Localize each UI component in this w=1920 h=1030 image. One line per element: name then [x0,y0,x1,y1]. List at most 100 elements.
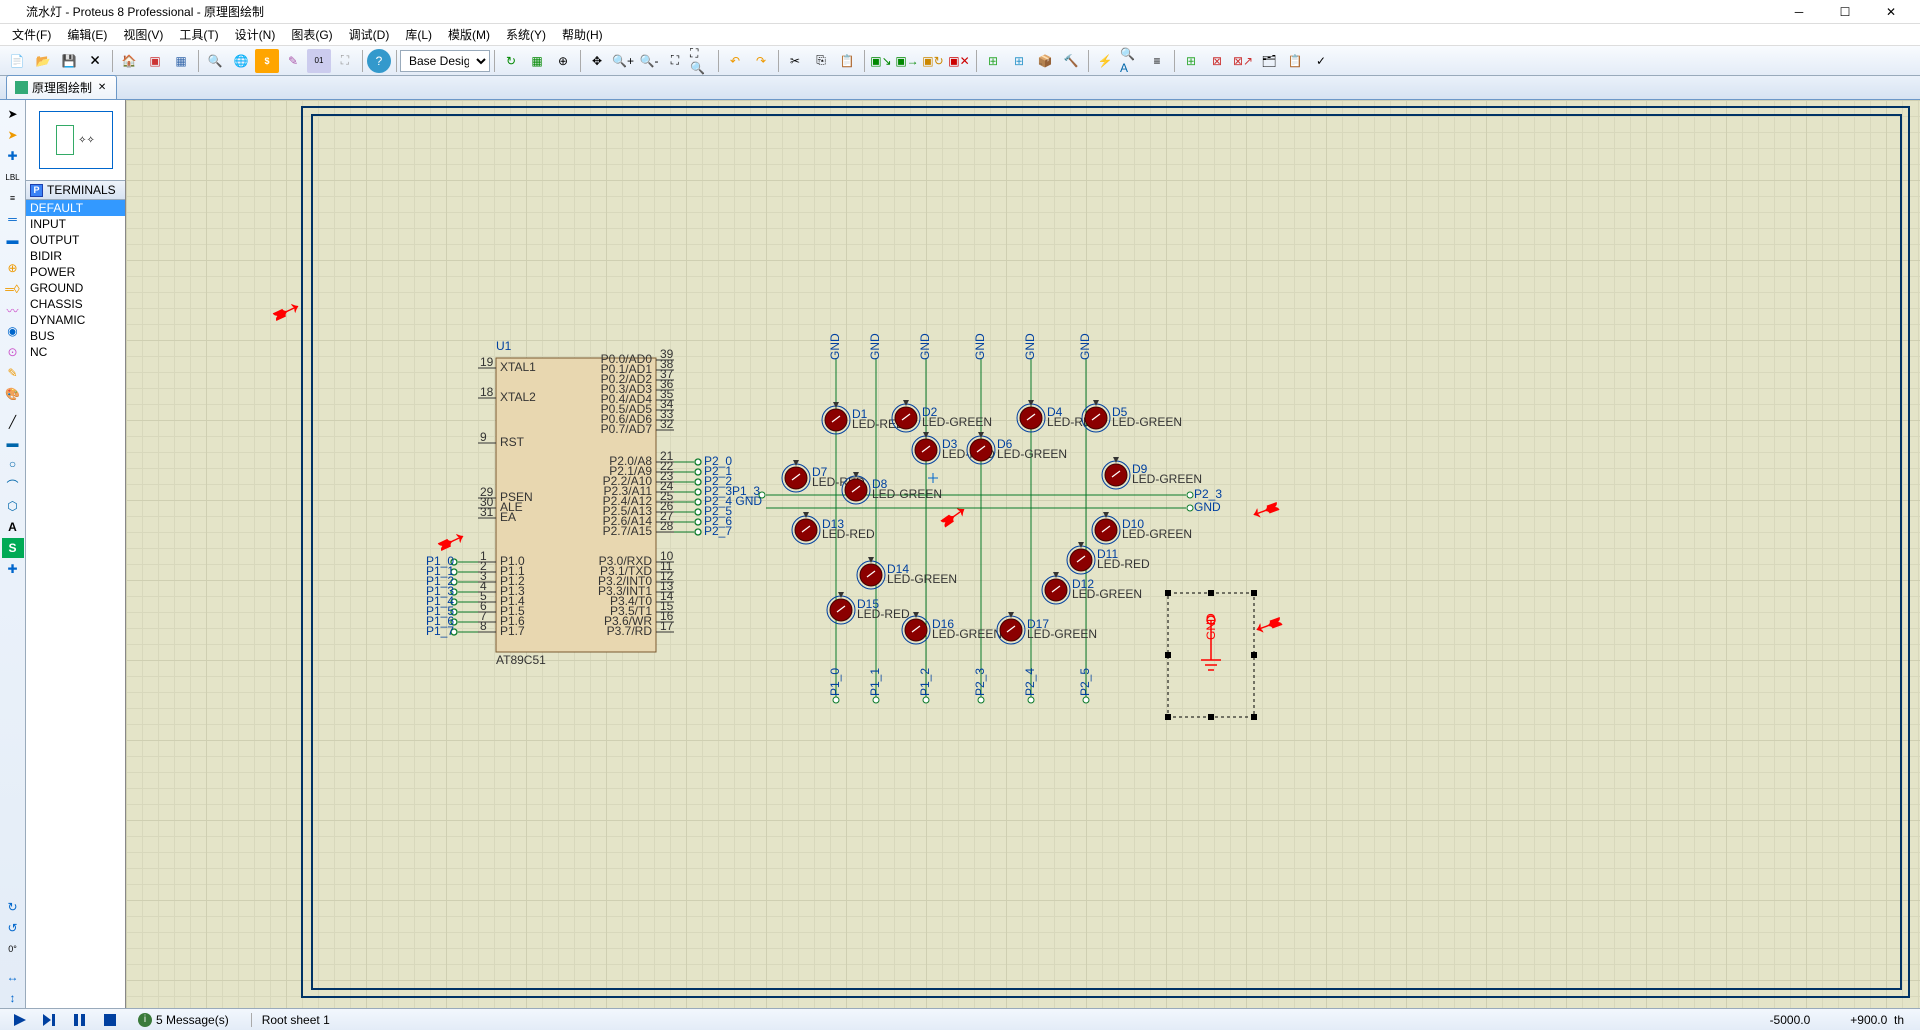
vt-graph[interactable]: 〰 [2,300,24,320]
vt-angle[interactable]: 0° [2,939,24,959]
tb-make[interactable]: ⊞ [1007,49,1031,73]
tb-srccode[interactable]: ✎ [281,49,305,73]
tb-erc[interactable]: ✓ [1309,49,1333,73]
tb-refresh[interactable]: ↻ [499,49,523,73]
tb-copy[interactable]: ⎘ [809,49,833,73]
vt-selection[interactable]: ➤ [2,104,24,124]
menu-file[interactable]: 文件(F) [4,24,59,45]
menu-edit[interactable]: 编辑(E) [59,24,115,45]
menu-debug[interactable]: 调试(D) [341,24,398,45]
term-dynamic[interactable]: DYNAMIC [26,312,125,328]
menu-tools[interactable]: 工具(T) [171,24,226,45]
term-bus[interactable]: BUS [26,328,125,344]
tb-blockdelete[interactable]: ▣✕ [947,49,971,73]
window-close-button[interactable]: ✕ [1868,0,1914,24]
term-chassis[interactable]: CHASSIS [26,296,125,312]
terminals-list[interactable]: DEFAULT INPUT OUTPUT BIDIR POWER GROUND … [26,200,125,1008]
term-output[interactable]: OUTPUT [26,232,125,248]
tb-globe[interactable]: 🌐 [229,49,253,73]
vt-generator[interactable]: ⊙ [2,342,24,362]
term-ground[interactable]: GROUND [26,280,125,296]
menu-graph[interactable]: 图表(G) [283,24,340,45]
vt-rot-ccw[interactable]: ↺ [2,918,24,938]
tb-cut[interactable]: ✂ [783,49,807,73]
tb-zoomout[interactable]: 🔍- [637,49,661,73]
tb-blockmove[interactable]: ▣→ [895,49,919,73]
menu-system[interactable]: 系统(Y) [498,24,554,45]
window-minimize-button[interactable]: ─ [1776,0,1822,24]
overview-thumbnail[interactable]: ✧✧ [26,100,125,180]
sim-step-button[interactable] [36,1011,64,1029]
menu-view[interactable]: 视图(V) [115,24,171,45]
sim-pause-button[interactable] [66,1011,94,1029]
tb-zoomin[interactable]: 🔍+ [611,49,635,73]
tb-schematic[interactable]: ▣ [143,49,167,73]
tb-package[interactable]: 📦 [1033,49,1057,73]
tb-findtag[interactable]: 🔍A [1119,49,1143,73]
tb-close[interactable]: 🗙 [83,49,107,73]
tab-schematic[interactable]: 原理图绘制 ✕ [6,75,117,99]
menu-library[interactable]: 库(L) [397,24,440,45]
vt-rot-cw[interactable]: ↻ [2,897,24,917]
design-variant-select[interactable]: Base Design [400,50,490,72]
vt-2dcircle[interactable]: ○ [2,454,24,474]
vt-component[interactable]: ➤ [2,125,24,145]
tb-grid[interactable]: ▦ [525,49,549,73]
tb-save[interactable]: 💾 [57,49,81,73]
term-power[interactable]: POWER [26,264,125,280]
vt-2dline[interactable]: ╱ [2,412,24,432]
tb-redo[interactable]: ↷ [749,49,773,73]
tb-chart[interactable]: 01 [307,49,331,73]
term-default[interactable]: DEFAULT [26,200,125,216]
vt-2darc[interactable]: ⌒ [2,475,24,495]
tb-new[interactable]: 📄 [5,49,29,73]
tb-pan[interactable]: ✥ [585,49,609,73]
vt-flip-h[interactable]: ↔ [2,967,24,987]
vt-textscript[interactable]: ≡ [2,188,24,208]
message-indicator[interactable]: i 5 Message(s) [138,1013,229,1027]
menu-template[interactable]: 模版(M) [440,24,498,45]
window-maximize-button[interactable]: ☐ [1822,0,1868,24]
tb-newsheet[interactable]: ⊞ [1179,49,1203,73]
vt-marker[interactable]: ✚ [2,559,24,579]
vt-2dtext[interactable]: A [2,517,24,537]
tb-bom[interactable]: $ [255,49,279,73]
tb-help[interactable]: ? [367,49,391,73]
vt-junction[interactable]: ✚ [2,146,24,166]
tb-pcb[interactable]: ▦ [169,49,193,73]
tb-origin[interactable]: ⊕ [551,49,575,73]
tb-paste[interactable]: 📋 [835,49,859,73]
tb-blockrotate[interactable]: ▣↻ [921,49,945,73]
tb-designexp[interactable]: 🗂 [1257,49,1281,73]
vt-flip-v[interactable]: ↕ [2,988,24,1008]
tb-undo[interactable]: ↶ [723,49,747,73]
tb-zoomarea[interactable]: ⛶🔍 [689,49,713,73]
vt-bus[interactable]: ═ [2,209,24,229]
tb-vsm[interactable]: ⛶ [333,49,357,73]
vt-probe[interactable]: ✎ [2,363,24,383]
term-bidir[interactable]: BIDIR [26,248,125,264]
tb-billmat[interactable]: 📋 [1283,49,1307,73]
sim-stop-button[interactable] [96,1011,124,1029]
tb-decompose[interactable]: 🔨 [1059,49,1083,73]
tb-gotosheet[interactable]: ⊠↗ [1231,49,1255,73]
tb-open[interactable]: 📂 [31,49,55,73]
tb-wireauto[interactable]: ⚡ [1093,49,1117,73]
schematic-canvas[interactable]: U1AT89C5119XTAL118XTAL29RST29PSEN30ALE31… [126,100,1920,1008]
vt-devicepin[interactable]: ═◊ [2,279,24,299]
tab-close-button[interactable]: ✕ [96,82,108,94]
tb-pick[interactable]: ⊞ [981,49,1005,73]
vt-2dbox[interactable]: ▬ [2,433,24,453]
term-input[interactable]: INPUT [26,216,125,232]
vt-terminal[interactable]: ⊕ [2,258,24,278]
tb-search[interactable]: 🔍 [203,49,227,73]
vt-instrument[interactable]: 🎨 [2,384,24,404]
term-nc[interactable]: NC [26,344,125,360]
vt-wirelabel[interactable]: LBL [2,167,24,187]
tb-home[interactable]: 🏠 [117,49,141,73]
vt-2dpath[interactable]: ⬡ [2,496,24,516]
tb-blockcopy[interactable]: ▣↘ [869,49,893,73]
menu-help[interactable]: 帮助(H) [554,24,611,45]
vt-symbol[interactable]: S [2,538,24,558]
sim-play-button[interactable] [6,1011,34,1029]
